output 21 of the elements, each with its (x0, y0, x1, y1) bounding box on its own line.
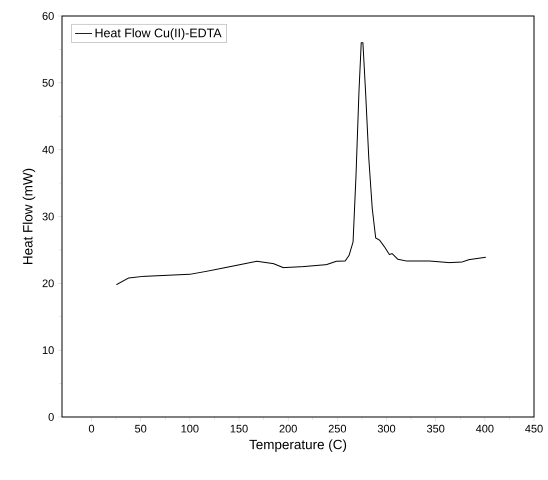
x-axis-title: Temperature (C) (249, 439, 346, 452)
x-tick-label: 200 (280, 424, 297, 433)
x-tick-label: 300 (378, 424, 396, 433)
y-tick-label: 50 (42, 78, 54, 87)
y-tick-label: 30 (42, 212, 54, 220)
line-series (116, 42, 486, 286)
y-tick-label: 20 (42, 279, 54, 288)
x-tick-label: 150 (230, 424, 248, 433)
x-tick-label: 400 (476, 424, 494, 433)
legend-label: Heat Flow Cu(II)-EDTA (96, 28, 222, 40)
x-tick-label: 350 (426, 424, 444, 433)
x-tick-label: 450 (525, 424, 543, 433)
x-tick-label: 250 (328, 424, 346, 433)
x-tick-label: 100 (182, 424, 199, 433)
y-axis-title: Heat Flow (mW) (22, 168, 36, 264)
y-tick-label: 0 (48, 413, 54, 421)
y-tick-label: 40 (42, 146, 54, 154)
y-tick-label: 10 (42, 346, 54, 354)
x-tick-label: 0 (88, 424, 94, 433)
y-tick-label: 60 (42, 12, 54, 20)
x-tick-label: 50 (135, 424, 146, 433)
